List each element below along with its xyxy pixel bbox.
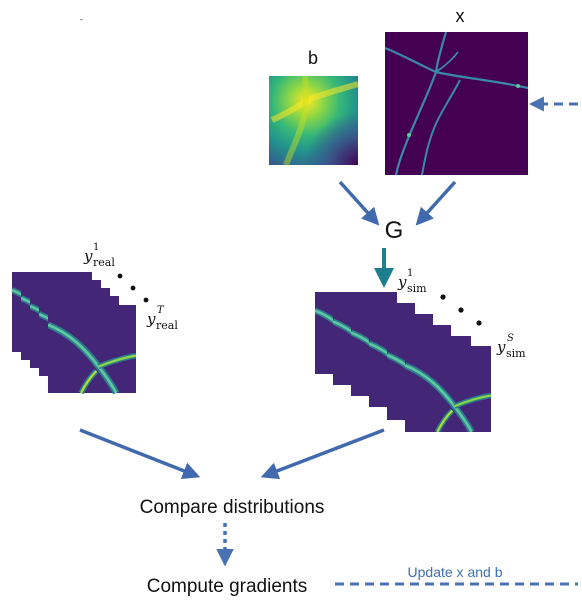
x-image	[384, 31, 529, 176]
svg-text:T: T	[157, 305, 165, 316]
real-last-label: y T real	[146, 305, 178, 332]
svg-text:1: 1	[93, 242, 99, 253]
svg-text:y: y	[496, 338, 506, 356]
real-sample-stack	[12, 272, 136, 393]
real-to-compare-arrow	[79, 428, 201, 480]
compute-gradients-label: Compute gradients	[147, 576, 308, 597]
real-first-label: y 1 real	[83, 242, 115, 269]
svg-text:1: 1	[407, 268, 413, 279]
b-to-g-arrow	[338, 180, 380, 226]
b-image	[269, 75, 359, 167]
b-label: b	[308, 48, 318, 68]
svg-text:real: real	[93, 256, 115, 269]
svg-text:sim: sim	[407, 282, 427, 295]
sim-tile	[405, 346, 491, 432]
x-label: x	[456, 6, 465, 26]
svg-text:y: y	[146, 310, 156, 328]
sim-last-label: y S sim	[496, 333, 526, 360]
sim-first-label: y 1 sim	[397, 268, 427, 295]
compare-distributions-label: Compare distributions	[140, 497, 325, 518]
svg-text:real: real	[156, 319, 178, 332]
g-label: G	[385, 217, 404, 244]
svg-text:y: y	[83, 247, 93, 265]
real-ellipsis	[117, 273, 149, 303]
real-tile	[48, 305, 136, 393]
svg-text:sim: sim	[506, 347, 526, 360]
corner-mark: -	[80, 15, 83, 24]
update-label: Update x and b	[408, 564, 503, 580]
sim-to-compare-arrow	[260, 428, 385, 480]
svg-text:y: y	[397, 273, 407, 291]
svg-text:S: S	[507, 333, 514, 344]
sim-ellipsis	[440, 294, 482, 326]
sim-sample-stack	[315, 292, 491, 432]
x-to-g-arrow	[415, 180, 457, 226]
